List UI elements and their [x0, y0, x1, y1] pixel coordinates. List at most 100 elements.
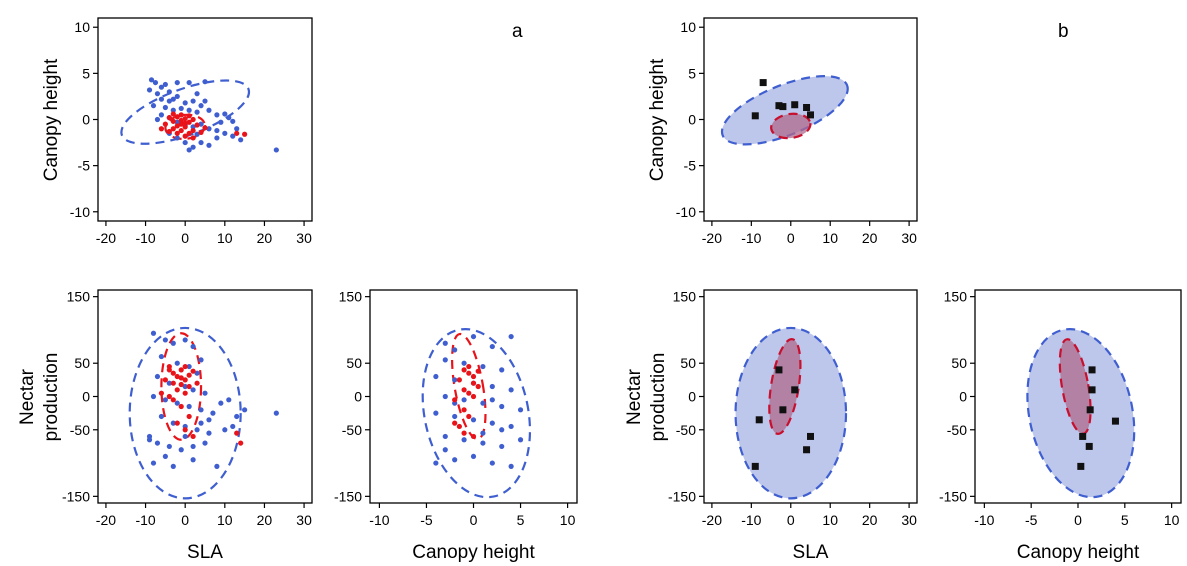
- data-point-square: [779, 406, 787, 414]
- x-tick-label: 20: [862, 230, 878, 246]
- blue-data-point: [214, 135, 220, 141]
- blue-data-point: [190, 124, 196, 130]
- x-tick-label: -20: [702, 512, 722, 528]
- y-tick-label: -10: [70, 204, 90, 220]
- blue-data-point: [198, 407, 204, 413]
- blue-data-point: [234, 413, 240, 420]
- blue-data-point: [442, 433, 448, 440]
- red-data-point: [182, 363, 188, 370]
- x-tick-label: -10: [135, 512, 155, 528]
- red-data-point: [178, 117, 184, 124]
- y-tick-label: -50: [947, 422, 967, 438]
- blue-data-point: [226, 397, 232, 403]
- blue-data-point: [194, 91, 200, 97]
- x-tick-label: -20: [96, 230, 116, 246]
- blue-data-point: [517, 437, 524, 443]
- y-tick-label: 50: [680, 355, 696, 371]
- blue-data-point: [154, 373, 161, 380]
- x-tick-label: 0: [181, 512, 189, 528]
- red-data-point: [234, 130, 240, 136]
- y-tick-label: 10: [680, 19, 696, 35]
- blue-data-point: [194, 427, 200, 433]
- blue-data-point: [499, 427, 505, 433]
- blue-data-point: [166, 443, 172, 450]
- blue-data-point: [206, 417, 212, 423]
- x-axis-title: SLA: [793, 542, 829, 563]
- blue-data-point: [433, 410, 439, 416]
- blue-data-point: [230, 133, 236, 139]
- red-data-point: [186, 372, 192, 378]
- blue-data-point: [190, 98, 196, 104]
- red-data-point: [178, 375, 184, 381]
- x-axis-title: Canopy height: [412, 542, 535, 563]
- panel-label-b: b: [1058, 21, 1069, 42]
- red-data-point: [194, 122, 200, 128]
- red-data-point: [190, 433, 196, 440]
- y-tick-label: -5: [684, 158, 697, 174]
- y-tick-label: -5: [78, 158, 91, 174]
- x-tick-label: 20: [257, 230, 273, 246]
- red-data-point: [166, 115, 172, 121]
- data-point-square: [1079, 432, 1087, 440]
- x-tick-label: 5: [1121, 512, 1129, 528]
- blue-data-point: [148, 77, 155, 83]
- blue-data-point: [230, 423, 236, 430]
- blue-data-point: [433, 460, 439, 466]
- data-point-square: [791, 101, 799, 109]
- red-data-point: [190, 368, 196, 374]
- x-tick-label: -5: [420, 512, 433, 528]
- red-data-point: [174, 387, 180, 393]
- red-data-point: [182, 115, 188, 122]
- blue-data-point: [152, 79, 159, 86]
- red-data-point: [242, 131, 248, 137]
- blue-data-point: [186, 147, 192, 153]
- red-data-point: [466, 413, 472, 420]
- blue-data-point: [154, 116, 161, 123]
- x-tick-label: 10: [217, 230, 233, 246]
- red-data-point: [174, 373, 180, 380]
- blue-data-point: [158, 96, 165, 102]
- red-data-point: [182, 427, 188, 433]
- y-tick-label: 0: [688, 389, 696, 405]
- data-point-square: [791, 386, 799, 394]
- blue-data-point: [170, 340, 176, 346]
- red-data-point: [178, 112, 184, 118]
- blue-data-point: [174, 93, 180, 100]
- data-point-square: [751, 462, 759, 470]
- red-data-point: [234, 430, 240, 436]
- blue-data-point: [452, 457, 458, 463]
- blue-data-point: [194, 370, 200, 376]
- blue-data-point: [230, 118, 236, 124]
- blue-data-point: [218, 400, 224, 406]
- blue-data-point: [470, 333, 477, 340]
- red-data-point: [166, 128, 172, 135]
- plot-area: [1026, 328, 1136, 499]
- y-tick-label: -150: [62, 488, 90, 504]
- blue-ellipse: [120, 79, 251, 145]
- x-tick-label: 10: [822, 230, 838, 246]
- blue-data-point: [198, 121, 204, 127]
- y-axis-title: Nectar production: [624, 353, 669, 442]
- blue-data-point: [489, 343, 495, 350]
- red-data-point: [182, 377, 188, 383]
- blue-data-point: [186, 79, 192, 86]
- blue-data-point: [174, 135, 180, 141]
- blue-data-point: [190, 387, 196, 393]
- y-axis-title-line: production: [41, 353, 62, 442]
- x-tick-label: 5: [517, 512, 525, 528]
- x-tick-label: -10: [741, 512, 761, 528]
- red-data-point: [178, 121, 184, 127]
- blue-data-point: [158, 353, 165, 360]
- red-data-point: [202, 125, 208, 131]
- y-tick-label: 5: [688, 65, 696, 81]
- red-data-point: [182, 120, 188, 126]
- red-data-point: [238, 440, 244, 446]
- blue-data-point: [210, 410, 216, 416]
- blue-data-point: [206, 126, 212, 132]
- red-ellipse: [451, 332, 487, 441]
- blue-data-point: [480, 440, 486, 446]
- blue-data-point: [452, 347, 458, 353]
- x-tick-label: 30: [901, 512, 917, 528]
- red-data-point: [186, 383, 192, 390]
